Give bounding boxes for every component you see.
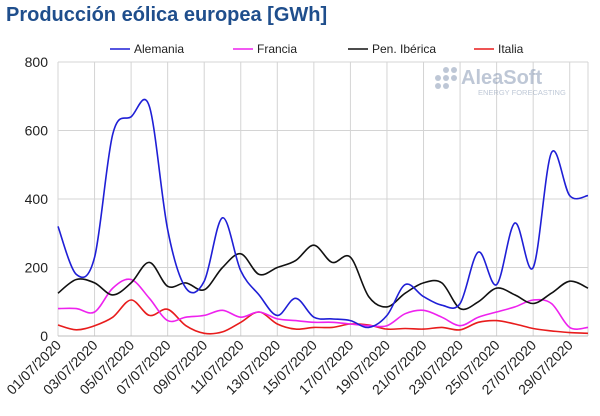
chart-title: Producción eólica europea [GWh]	[6, 4, 328, 26]
watermark-tagline: ENERGY FORECASTING	[478, 88, 566, 97]
legend-label-alemania: Alemania	[134, 42, 184, 56]
legend: Alemania Francia Pen. Ibérica Italia	[110, 42, 524, 56]
series	[57, 98, 589, 335]
y-tick-label: 400	[25, 191, 49, 207]
y-tick-label: 800	[25, 54, 49, 70]
aleasoft-logo: AleaSoft ENERGY FORECASTING	[435, 67, 566, 97]
aleasoft-dots-icon	[435, 67, 457, 89]
watermark-brand: AleaSoft	[461, 67, 542, 89]
axes: 020040060080001/07/202003/07/202005/07/2…	[3, 54, 576, 398]
legend-label-francia: Francia	[257, 42, 297, 56]
series-line-francia	[57, 278, 589, 330]
legend-label-italia: Italia	[498, 42, 524, 56]
y-tick-label: 200	[25, 260, 49, 276]
series-line-alemania	[57, 98, 589, 329]
series-line-italia	[57, 299, 589, 335]
series-line-pen-iberica	[57, 244, 589, 311]
legend-label-pen-iberica: Pen. Ibérica	[372, 42, 436, 56]
y-tick-label: 0	[40, 328, 48, 344]
y-tick-label: 600	[25, 123, 49, 139]
grid	[57, 61, 589, 337]
